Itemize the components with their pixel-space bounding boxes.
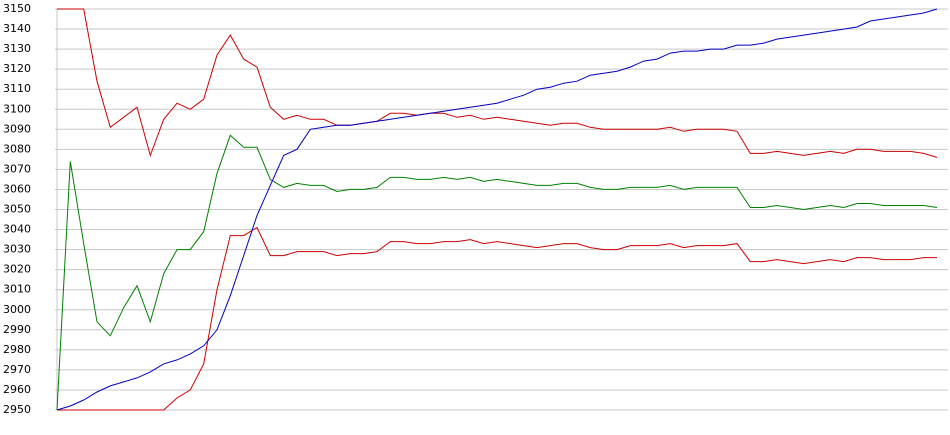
y-tick-label: 2970 [3, 363, 31, 376]
y-tick-label: 3100 [3, 102, 31, 115]
y-tick-label: 3120 [3, 62, 31, 75]
y-tick-label: 3140 [3, 22, 31, 35]
y-tick-label: 3000 [3, 303, 31, 316]
y-tick-label: 2960 [3, 383, 31, 396]
series-line [56, 8, 938, 411]
y-tick-label: 3040 [3, 223, 31, 236]
y-tick-label: 2950 [3, 403, 31, 416]
series-line [57, 226, 937, 411]
y-tick-label: 3150 [3, 2, 31, 15]
y-tick-label: 3130 [3, 42, 31, 55]
y-tick-label: 3090 [3, 122, 31, 135]
y-tick-label: 3060 [3, 182, 31, 195]
y-tick-label: 3050 [3, 203, 31, 216]
y-tick-label: 3080 [3, 142, 31, 155]
y-tick-label: 3110 [3, 82, 31, 95]
y-tick-label: 2980 [3, 343, 31, 356]
series-line [56, 134, 938, 411]
y-tick-label: 3030 [3, 243, 31, 256]
y-tick-label: 3010 [3, 283, 31, 296]
series-line [57, 8, 938, 158]
y-tick-label: 2990 [3, 323, 31, 336]
y-tick-label: 3020 [3, 263, 31, 276]
y-tick-label: 3070 [3, 162, 31, 175]
